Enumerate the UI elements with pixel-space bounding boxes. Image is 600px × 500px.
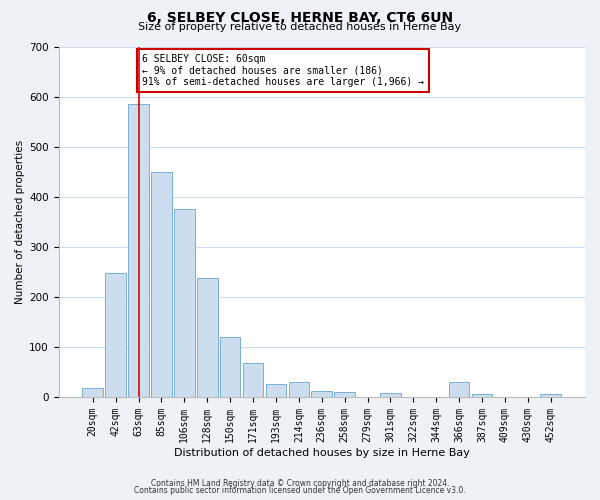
Bar [243, 364, 263, 397]
Text: Contains HM Land Registry data © Crown copyright and database right 2024.: Contains HM Land Registry data © Crown c… [151, 478, 449, 488]
Bar [266, 384, 286, 397]
Bar [541, 394, 561, 397]
Bar [449, 382, 469, 397]
Y-axis label: Number of detached properties: Number of detached properties [15, 140, 25, 304]
Bar [334, 392, 355, 397]
Bar [472, 394, 493, 397]
Text: Size of property relative to detached houses in Herne Bay: Size of property relative to detached ho… [139, 22, 461, 32]
Bar [289, 382, 309, 397]
Bar [311, 391, 332, 397]
Bar [128, 104, 149, 397]
Text: 6 SELBEY CLOSE: 60sqm
← 9% of detached houses are smaller (186)
91% of semi-deta: 6 SELBEY CLOSE: 60sqm ← 9% of detached h… [142, 54, 424, 87]
Text: Contains public sector information licensed under the Open Government Licence v3: Contains public sector information licen… [134, 486, 466, 495]
Bar [220, 337, 241, 397]
Bar [380, 393, 401, 397]
Bar [151, 172, 172, 397]
Text: 6, SELBEY CLOSE, HERNE BAY, CT6 6UN: 6, SELBEY CLOSE, HERNE BAY, CT6 6UN [147, 11, 453, 25]
Bar [106, 273, 126, 397]
X-axis label: Distribution of detached houses by size in Herne Bay: Distribution of detached houses by size … [174, 448, 470, 458]
Bar [174, 209, 194, 397]
Bar [82, 388, 103, 397]
Bar [197, 278, 218, 397]
